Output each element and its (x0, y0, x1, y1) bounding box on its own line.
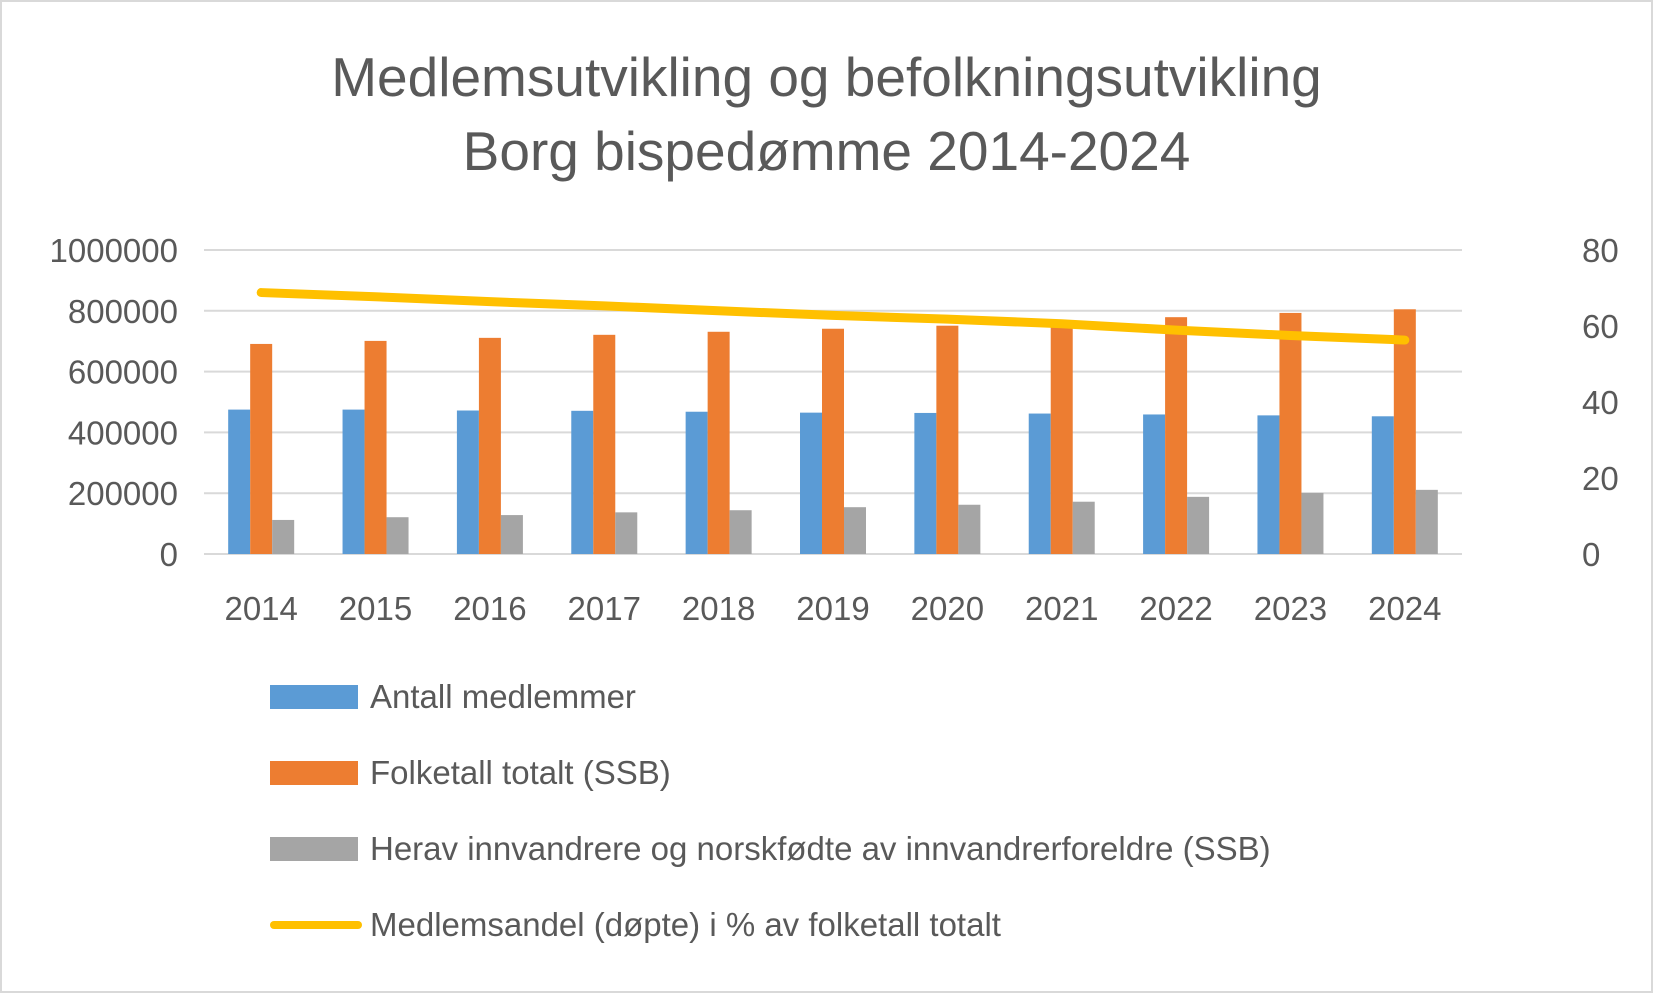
x-tick-label: 2015 (339, 590, 412, 627)
legend-item-population: Folketall totalt (SSB) (270, 753, 1470, 793)
y-right-tick-label: 80 (1582, 232, 1619, 269)
bar-immigrants (272, 519, 295, 554)
bar-members (914, 412, 937, 554)
y-left-tick-label: 800000 (68, 293, 178, 330)
y-right-tick-label: 60 (1582, 308, 1619, 345)
y-left-tick-label: 600000 (68, 354, 178, 391)
x-tick-label: 2022 (1139, 590, 1212, 627)
bar-immigrants (500, 515, 523, 554)
bar-members (1257, 415, 1280, 554)
bar-members (800, 412, 822, 554)
y-left-tick-label: 1000000 (50, 232, 178, 269)
x-tick-label: 2018 (682, 590, 755, 627)
y-left-tick-label: 200000 (68, 475, 178, 512)
bar-population (822, 328, 844, 554)
bar-members (1028, 413, 1051, 554)
bar-immigrants (1187, 496, 1210, 554)
bars (228, 309, 1438, 554)
legend-label-membership-share: Medlemsandel (døpte) i % av folketall to… (370, 906, 1001, 943)
x-tick-label: 2024 (1368, 590, 1441, 627)
legend-label-immigrants: Herav innvandrere og norskfødte av innva… (370, 830, 1271, 867)
bar-members (456, 410, 479, 554)
x-tick-label: 2021 (1025, 590, 1098, 627)
bar-immigrants (729, 510, 752, 554)
bar-members (342, 409, 365, 554)
legend-item-membership-share: Medlemsandel (døpte) i % av folketall to… (270, 905, 1470, 945)
y-right-tick-label: 20 (1582, 460, 1619, 497)
x-tick-label: 2014 (224, 590, 297, 627)
bar-immigrants (958, 504, 981, 554)
legend-swatch-members (270, 685, 358, 709)
legend-item-immigrants: Herav innvandrere og norskfødte av innva… (270, 829, 1470, 869)
bar-population (593, 334, 616, 554)
legend-item-members: Antall medlemmer (270, 677, 1470, 717)
x-tick-label: 2020 (911, 590, 984, 627)
membership-share-line (256, 288, 1410, 345)
x-tick-label: 2023 (1254, 590, 1327, 627)
legend-swatch-membership-share (270, 921, 362, 929)
y-left-tick-label: 400000 (68, 414, 178, 451)
bar-population (250, 343, 273, 554)
legend-label-population: Folketall totalt (SSB) (370, 754, 671, 791)
legend-label-members: Antall medlemmer (370, 678, 636, 715)
x-tick-label: 2019 (796, 590, 869, 627)
bar-members (1371, 416, 1394, 554)
x-tick-label: 2017 (568, 590, 641, 627)
y-right-tick-label: 40 (1582, 384, 1619, 421)
y-left-tick-label: 0 (160, 536, 178, 573)
bar-immigrants (1301, 492, 1324, 554)
chart-title: Medlemsutvikling og befolkningsutvikling… (0, 40, 1653, 188)
bar-immigrants (1415, 489, 1438, 554)
axis-labels: 0 200000 400000 600000 800000 1000000 0 20 40 60 8… (50, 232, 1619, 627)
bar-members (1143, 414, 1166, 554)
bar-immigrants (386, 517, 409, 554)
bar-population (1050, 322, 1073, 554)
bar-population (1393, 309, 1416, 554)
y-right-tick-label: 0 (1582, 536, 1600, 573)
bar-members (571, 410, 594, 554)
chart-title-line-1: Medlemsutvikling og befolkningsutvikling (331, 46, 1322, 108)
bar-members (685, 411, 708, 554)
legend-swatch-population (270, 761, 358, 785)
chart-title-line-2: Borg bispedømme 2014-2024 (462, 120, 1191, 182)
bar-members (228, 409, 251, 554)
bar-immigrants (1072, 501, 1095, 554)
bar-population (1165, 317, 1188, 554)
legend-swatch-immigrants (270, 837, 358, 861)
x-tick-label: 2016 (453, 590, 526, 627)
bar-population (707, 331, 730, 554)
bar-immigrants (844, 507, 866, 554)
bar-population (364, 340, 387, 554)
bar-population (1279, 312, 1302, 554)
bar-immigrants (615, 512, 638, 554)
bar-population (936, 325, 959, 554)
bar-population (478, 337, 501, 554)
line-membership-share (256, 288, 1410, 345)
